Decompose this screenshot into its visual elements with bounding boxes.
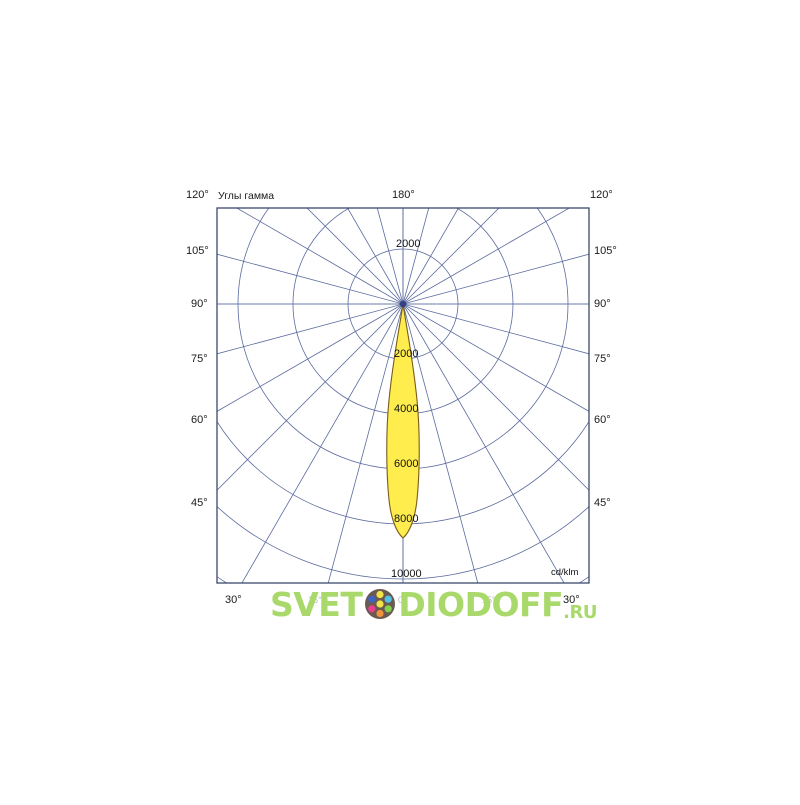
- radial-label-6000: 6000: [394, 458, 419, 470]
- radial-label-10000: 10000: [391, 568, 422, 580]
- angle-label-bottom-15-left: 15°: [308, 595, 322, 605]
- angle-label-top-center: 180°: [392, 189, 415, 201]
- angle-label-bottom-left-30: 30°: [225, 594, 242, 606]
- radial-label-8000: 8000: [394, 513, 419, 525]
- unit-label: cd/klm: [551, 567, 579, 578]
- radial-label-2000: 2000: [394, 348, 419, 360]
- angle-label-left-60: 60°: [191, 414, 208, 426]
- origin-marker: [399, 300, 407, 308]
- plot-frame: [216, 207, 590, 584]
- angle-label-bottom-0: 0°: [398, 595, 407, 605]
- angle-label-left-45: 45°: [191, 497, 208, 509]
- angle-label-left-105: 105°: [186, 245, 209, 257]
- angle-label-left-75: 75°: [191, 353, 208, 365]
- angle-label-right-105: 105°: [594, 245, 617, 257]
- beam-curve: [386, 303, 420, 539]
- radial-label-4000: 4000: [394, 403, 419, 415]
- angle-label-right-60: 60°: [594, 414, 611, 426]
- angle-label-bottom-right-30: 30°: [563, 594, 580, 606]
- angle-label-right-75: 75°: [594, 353, 611, 365]
- angle-label-bottom-15-right: 15°: [482, 595, 496, 605]
- angle-label-top-right: 120°: [590, 189, 613, 201]
- angle-label-right-90: 90°: [594, 298, 611, 310]
- angle-label-top-left: 120°: [186, 189, 209, 201]
- gamma-angles-title: Углы гамма: [218, 190, 275, 202]
- angle-label-left-90: 90°: [191, 298, 208, 310]
- radial-label-2000-top: 2000: [396, 238, 421, 250]
- angle-label-right-45: 45°: [594, 497, 611, 509]
- grid-group: [217, 208, 589, 583]
